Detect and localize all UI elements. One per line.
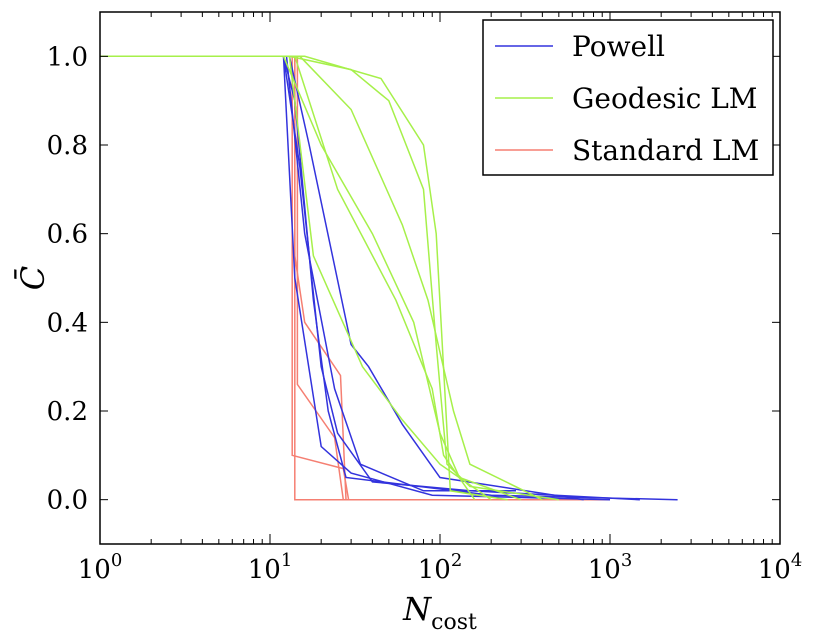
y-tick-label: 0.0 xyxy=(47,486,88,516)
tick-layer: 0.0 0.2 0.4 0.6 0.8 1.0 100 101 102 103 104 xyxy=(47,12,803,585)
series-line-geodesic-lm-14 xyxy=(100,55,508,501)
series-line-powell-6 xyxy=(100,55,516,492)
y-tick-label: 0.2 xyxy=(47,397,88,427)
x-axis-title-subscript: cost xyxy=(431,610,477,635)
x-tick-label: 102 xyxy=(418,550,463,585)
y-tick-label: 1.0 xyxy=(47,42,88,72)
series-line-geodesic-lm-10 xyxy=(100,55,522,501)
series-layer xyxy=(100,55,678,501)
series-line-powell-7 xyxy=(100,55,584,501)
series-line-standard-lm-3 xyxy=(100,55,522,501)
legend: Powell Geodesic LM Standard LM xyxy=(482,19,774,176)
y-tick-label: 0.8 xyxy=(47,131,88,161)
series-line-powell-5 xyxy=(100,55,640,501)
y-tick-label: 0.6 xyxy=(47,220,88,250)
x-tick-label: 100 xyxy=(78,550,123,585)
y-tick-label: 0.4 xyxy=(47,308,88,338)
x-tick-label: 103 xyxy=(588,550,633,585)
x-axis-title: Ncost xyxy=(402,590,477,635)
series-line-powell-4 xyxy=(100,55,678,501)
series-line-geodesic-lm-12 xyxy=(100,55,543,501)
series-line-geodesic-lm-13 xyxy=(100,55,492,501)
x-tick-label: 104 xyxy=(758,550,803,585)
legend-label-geodesic: Geodesic LM xyxy=(572,82,757,115)
x-axis-title-main: N xyxy=(402,590,432,628)
legend-label-standard: Standard LM xyxy=(572,134,759,167)
legend-label-powell: Powell xyxy=(572,30,665,63)
series-line-standard-lm-2 xyxy=(100,55,543,501)
y-axis-title: C̄ xyxy=(14,266,52,290)
x-tick-label: 101 xyxy=(248,550,293,585)
